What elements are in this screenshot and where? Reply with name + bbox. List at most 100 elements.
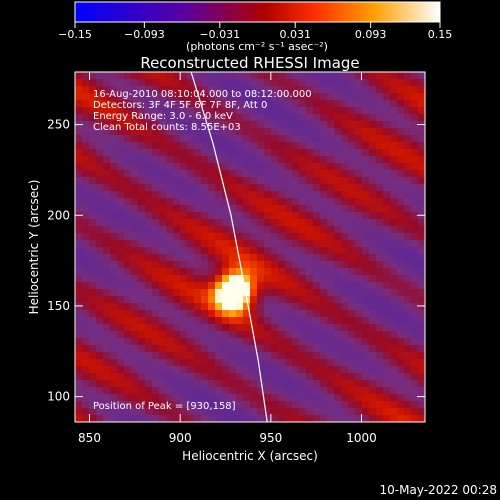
- heatmap-cell: [271, 198, 279, 206]
- heatmap-cell: [236, 93, 244, 101]
- heatmap-cell: [96, 247, 104, 255]
- heatmap-cell: [138, 233, 146, 241]
- heatmap-cell: [152, 149, 160, 157]
- heatmap-cell: [75, 142, 83, 150]
- heatmap-cell: [306, 107, 314, 115]
- heatmap-cell: [89, 79, 97, 87]
- heatmap-cell: [411, 408, 419, 416]
- heatmap-cell: [222, 401, 230, 409]
- heatmap-cell: [152, 107, 160, 115]
- heatmap-cell: [243, 415, 251, 422]
- heatmap-cell: [89, 394, 97, 402]
- heatmap-cell: [355, 331, 363, 339]
- heatmap-cell: [355, 121, 363, 129]
- heatmap-cell: [292, 317, 300, 325]
- heatmap-cell: [138, 163, 146, 171]
- heatmap-cell: [131, 142, 139, 150]
- heatmap-cell: [152, 303, 160, 311]
- heatmap-cell: [96, 156, 104, 164]
- heatmap-cell: [194, 352, 202, 360]
- heatmap-cell: [418, 289, 425, 297]
- heatmap-cell: [131, 170, 139, 178]
- heatmap-cell: [82, 317, 90, 325]
- heatmap-cell: [222, 275, 230, 283]
- heatmap-cell: [390, 380, 398, 388]
- heatmap-cell: [215, 226, 223, 234]
- heatmap-cell: [306, 121, 314, 129]
- heatmap-cell: [229, 303, 237, 311]
- heatmap-cell: [89, 352, 97, 360]
- heatmap-cell: [103, 352, 111, 360]
- heatmap-cell: [103, 359, 111, 367]
- heatmap-cell: [145, 408, 153, 416]
- heatmap-cell: [369, 324, 377, 332]
- heatmap-cell: [278, 247, 286, 255]
- heatmap-cell: [292, 163, 300, 171]
- heatmap-cell: [397, 100, 405, 108]
- heatmap-cell: [229, 352, 237, 360]
- x-axis-title: Heliocentric X (arcsec): [182, 449, 318, 463]
- heatmap-cell: [194, 401, 202, 409]
- heatmap-cell: [201, 121, 209, 129]
- heatmap-cell: [187, 191, 195, 199]
- heatmap-cell: [152, 198, 160, 206]
- heatmap-cell: [313, 331, 321, 339]
- heatmap-cell: [103, 107, 111, 115]
- heatmap-cell: [243, 191, 251, 199]
- heatmap-cell: [222, 163, 230, 171]
- heatmap-cell: [250, 345, 258, 353]
- heatmap-cell: [159, 226, 167, 234]
- heatmap-cell: [299, 163, 307, 171]
- heatmap-cell: [299, 401, 307, 409]
- heatmap-cell: [278, 93, 286, 101]
- heatmap-cell: [152, 275, 160, 283]
- info-line-counts: Clean Total counts: 8.55E+03: [93, 122, 241, 133]
- heatmap-cell: [376, 366, 384, 374]
- heatmap-cell: [89, 226, 97, 234]
- heatmap-cell: [89, 198, 97, 206]
- heatmap-cell: [299, 268, 307, 276]
- heatmap-cell: [215, 240, 223, 248]
- heatmap-cell: [208, 156, 216, 164]
- heatmap-cell: [89, 261, 97, 269]
- heatmap-cell: [362, 198, 370, 206]
- heatmap-cell: [138, 366, 146, 374]
- heatmap-cell: [201, 128, 209, 136]
- heatmap-cell: [124, 254, 132, 262]
- heatmap-cell: [341, 387, 349, 395]
- heatmap-cell: [341, 380, 349, 388]
- heatmap-cell: [173, 394, 181, 402]
- heatmap-cell: [110, 226, 118, 234]
- heatmap-cell: [404, 282, 412, 290]
- heatmap-cell: [334, 366, 342, 374]
- heatmap-cell: [124, 191, 132, 199]
- heatmap-cell: [194, 247, 202, 255]
- heatmap-cell: [397, 191, 405, 199]
- heatmap-cell: [152, 93, 160, 101]
- heatmap-cell: [180, 415, 188, 422]
- heatmap-cell: [145, 261, 153, 269]
- heatmap-cell: [299, 114, 307, 122]
- heatmap-cell: [96, 408, 104, 416]
- heatmap-cell: [306, 191, 314, 199]
- heatmap-cell: [418, 296, 425, 304]
- heatmap-cell: [411, 219, 419, 227]
- heatmap-cell: [236, 170, 244, 178]
- heatmap-cell: [96, 184, 104, 192]
- heatmap-cell: [341, 205, 349, 213]
- heatmap-cell: [306, 401, 314, 409]
- heatmap-cell: [215, 268, 223, 276]
- heatmap-cell: [236, 212, 244, 220]
- heatmap-cell: [215, 177, 223, 185]
- heatmap-cell: [229, 198, 237, 206]
- heatmap-cell: [222, 324, 230, 332]
- heatmap-cell: [250, 366, 258, 374]
- heatmap-cell: [180, 254, 188, 262]
- heatmap-cell: [383, 275, 391, 283]
- heatmap-cell: [250, 317, 258, 325]
- heatmap-cell: [96, 261, 104, 269]
- heatmap-cell: [348, 331, 356, 339]
- heatmap-cell: [138, 121, 146, 129]
- heatmap-cell: [75, 373, 83, 381]
- heatmap-cell: [355, 93, 363, 101]
